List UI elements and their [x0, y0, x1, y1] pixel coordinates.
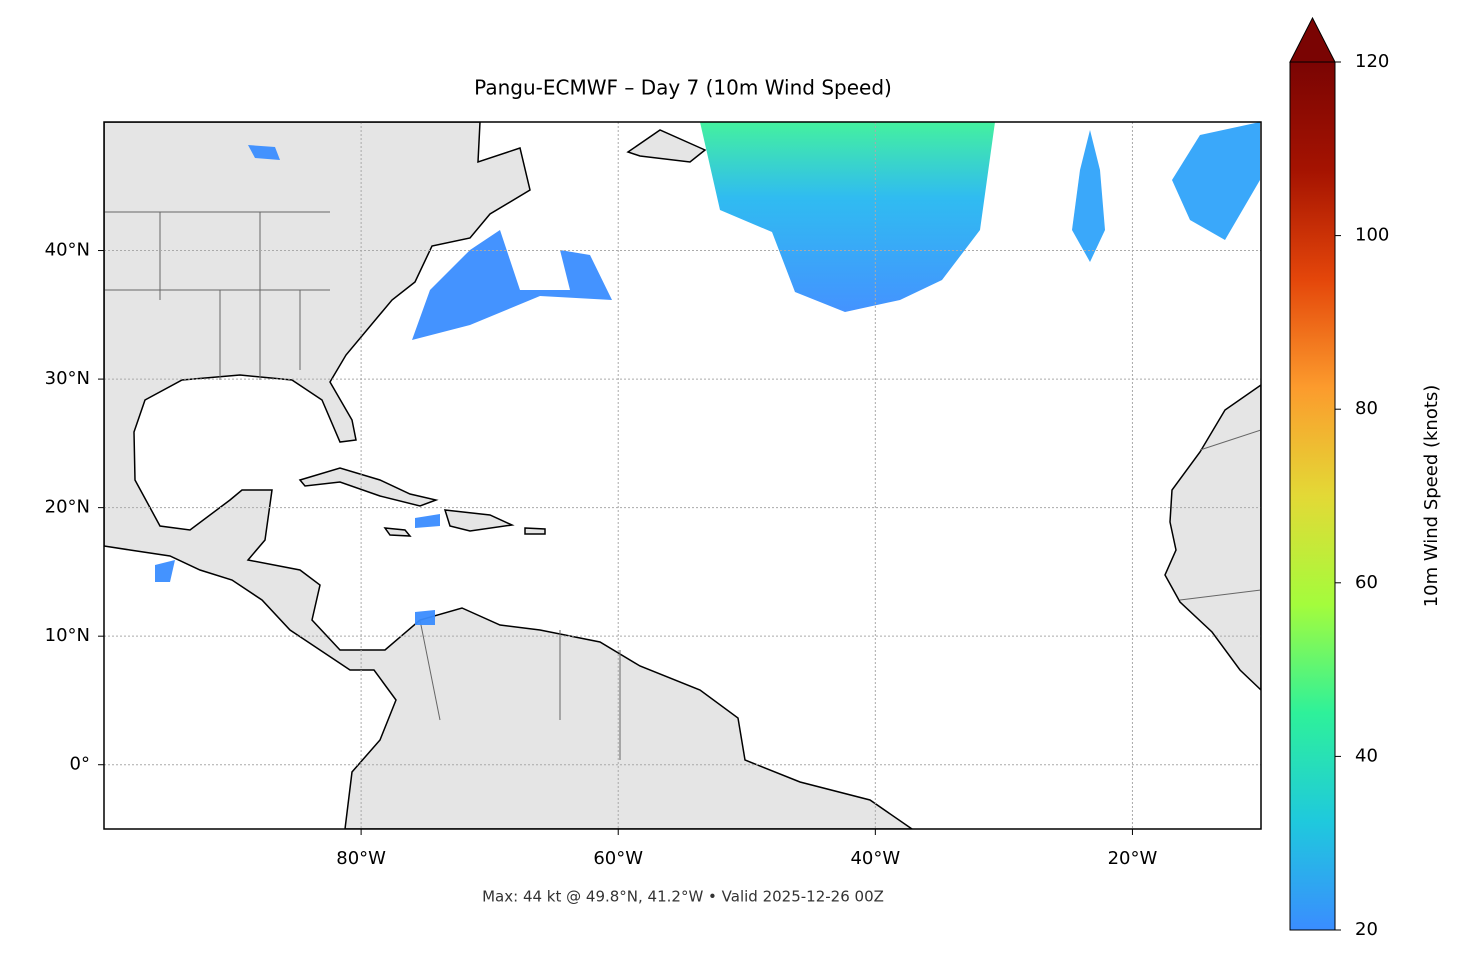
colorbar-label: 10m Wind Speed (knots): [1421, 385, 1442, 608]
colorbar-extend: [1289, 16, 1336, 63]
colorbar: [1289, 61, 1336, 931]
x-tick-label: 20°W: [1108, 848, 1158, 869]
x-tick-label: 80°W: [336, 848, 386, 869]
colorbar-tick-label: 120: [1355, 51, 1389, 72]
y-tick-label: 20°N: [45, 497, 90, 518]
y-tick-label: 10°N: [45, 625, 90, 646]
africa: [1164, 384, 1261, 692]
annotation: Max: 44 kt @ 49.8°N, 41.2°W • Valid 2025…: [482, 888, 884, 906]
grid: [104, 122, 1261, 829]
colorbar-tick-label: 100: [1355, 225, 1389, 246]
colorbar-tick-label: 60: [1355, 572, 1378, 593]
colorbar-tick-label: 40: [1355, 745, 1378, 766]
newfoundland: [626, 129, 707, 163]
hispaniola: [443, 509, 515, 532]
north-america: [104, 122, 914, 829]
y-tick-label: 0°: [70, 754, 90, 775]
plot-frame: [103, 121, 1262, 830]
cuba: [298, 467, 439, 507]
map-area: [104, 122, 1261, 829]
wind-areas: [155, 122, 1260, 625]
x-tick-label: 40°W: [850, 848, 900, 869]
x-tick-label: 60°W: [593, 848, 643, 869]
y-tick-label: 40°N: [45, 240, 90, 261]
borders: [104, 211, 1261, 760]
colorbar-tick-label: 20: [1355, 919, 1378, 940]
puerto-rico: [524, 527, 546, 535]
y-tick-label: 30°N: [45, 368, 90, 389]
colorbar-tick-label: 80: [1355, 398, 1378, 419]
chart-title: Pangu-ECMWF – Day 7 (10m Wind Speed): [474, 76, 892, 100]
jamaica: [383, 527, 412, 537]
